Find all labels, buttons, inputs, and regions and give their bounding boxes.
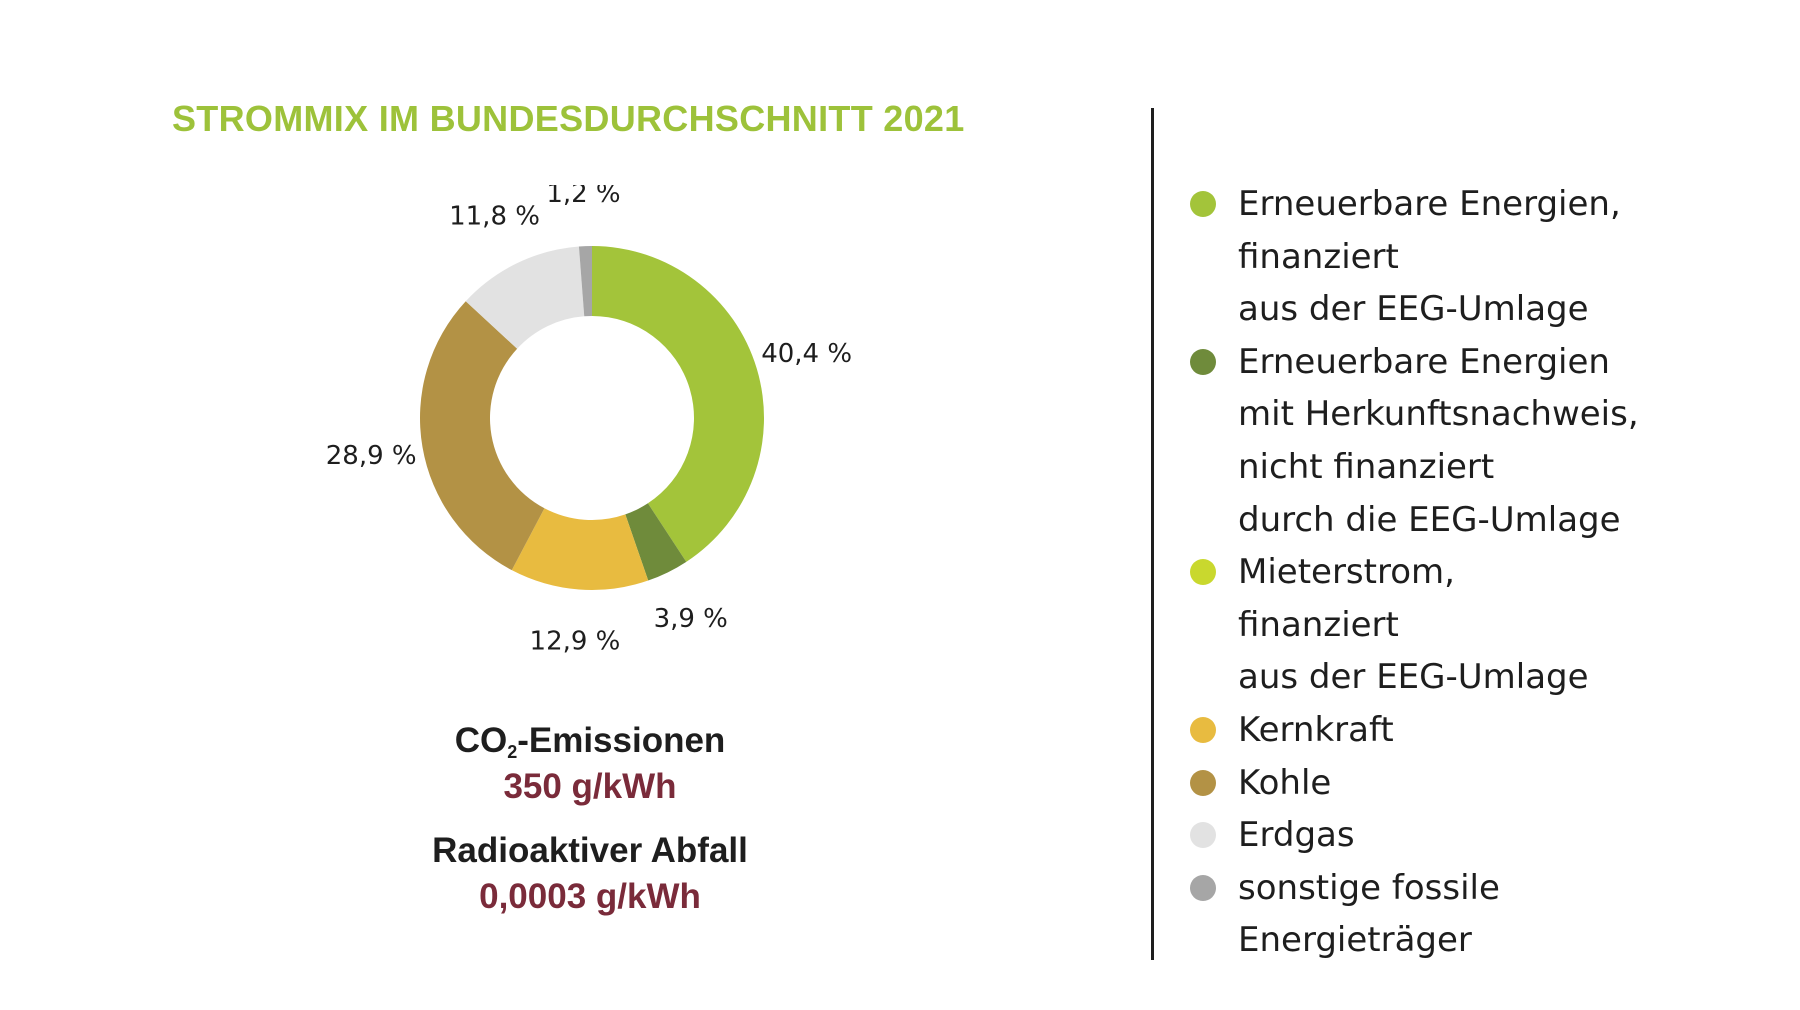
- legend-dot-icon: [1190, 822, 1216, 849]
- donut-slice-1: [625, 503, 687, 581]
- legend-item-5: Erdgas: [1190, 809, 1639, 862]
- donut-slice-3: [511, 508, 649, 590]
- legend-item-3: Kernkraft: [1190, 704, 1639, 757]
- legend-label: sonstige fossile Energieträger: [1238, 867, 1500, 961]
- legend-item-6: sonstige fossile Energieträger: [1190, 862, 1639, 967]
- donut-slices: [420, 246, 764, 590]
- legend-dot-icon: [1190, 874, 1216, 901]
- legend-label: Kernkraft: [1238, 709, 1394, 750]
- co2-value: 350 g/kWh: [503, 767, 677, 806]
- divider-line: [1151, 108, 1154, 960]
- donut-slice-4: [420, 301, 545, 571]
- slice-label-6: 1,2 %: [546, 185, 620, 209]
- waste-value: 0,0003 g/kWh: [479, 877, 701, 916]
- legend-dot-icon: [1190, 191, 1216, 217]
- donut-slice-0: [592, 246, 764, 562]
- donut-slice-6: [578, 246, 592, 317]
- legend-dot-icon: [1190, 769, 1216, 796]
- legend-label: Erneuerbare Energien mit Herkunftsnachwe…: [1238, 341, 1639, 540]
- legend-label: Kohle: [1238, 762, 1332, 803]
- legend-item-1: Erneuerbare Energien mit Herkunftsnachwe…: [1190, 336, 1639, 546]
- legend-label: Erdgas: [1238, 815, 1355, 856]
- slice-label-0: 40,4 %: [761, 339, 852, 369]
- legend-item-4: Kohle: [1190, 757, 1639, 810]
- donut-chart: 40,4 % 3,9 % 12,9 % 28,9 % 11,8 %1,2 %: [326, 185, 852, 656]
- legend-item-0: Erneuerbare Energien, finanziert aus der…: [1190, 178, 1639, 336]
- legend-item-2: Mieterstrom, finanziert aus der EEG-Umla…: [1190, 546, 1639, 704]
- legend-dot-icon: [1190, 348, 1216, 375]
- legend-label: Mieterstrom, finanziert aus der EEG-Umla…: [1238, 552, 1589, 698]
- co2-label: CO2-Emissionen: [454, 721, 726, 762]
- slice-label-5: 11,8 %: [449, 201, 540, 231]
- legend-label: Erneuerbare Energien, finanziert aus der…: [1238, 184, 1621, 330]
- emission-stats: CO2-Emissionen 350 g/kWh Radioaktiver Ab…: [380, 718, 800, 938]
- legend-dot-icon: [1190, 559, 1216, 586]
- waste-label: Radioaktiver Abfall: [432, 831, 748, 870]
- legend: Erneuerbare Energien, finanziert aus der…: [1190, 178, 1639, 967]
- slice-label-3: 12,9 %: [530, 626, 621, 656]
- donut-slice-5: [465, 246, 585, 349]
- chart-title: STROMMIX IM BUNDESDURCHSCHNITT 2021: [172, 98, 965, 139]
- slice-label-4: 28,9 %: [326, 441, 417, 471]
- slice-label-1: 3,9 %: [654, 604, 728, 634]
- slice-labels: 40,4 % 3,9 % 12,9 % 28,9 % 11,8 %1,2 %: [326, 185, 852, 656]
- legend-dot-icon: [1190, 716, 1216, 743]
